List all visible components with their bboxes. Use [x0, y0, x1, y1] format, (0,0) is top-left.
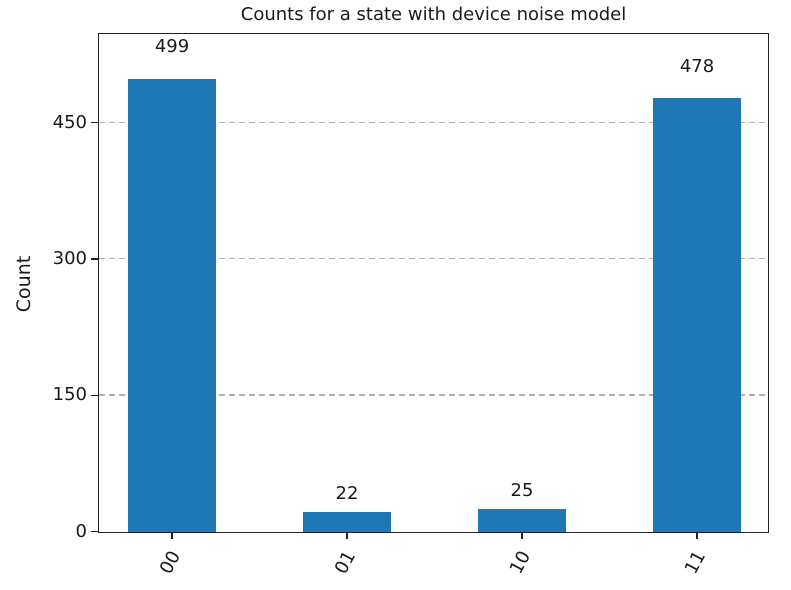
- plot-area: [98, 33, 769, 533]
- bar-11: [652, 97, 741, 532]
- gridline-y-450: [99, 121, 768, 124]
- y-tick-label-450: 450: [52, 111, 87, 133]
- gridline-y-300: [99, 258, 768, 260]
- x-tick-label-text-10: 10: [505, 547, 535, 578]
- bar-value-label-00: 499: [154, 35, 190, 57]
- x-tick-label-11: 11: [663, 543, 727, 583]
- bar-01: [302, 512, 391, 532]
- x-tick-label-text-00: 00: [155, 547, 185, 578]
- bar-value-label-11: 478: [679, 55, 715, 77]
- y-tick-label-0: 0: [75, 520, 87, 542]
- x-tick-label-text-11: 11: [680, 547, 710, 578]
- x-tick-mark-01: [346, 531, 348, 539]
- chart-title: Counts for a state with device noise mod…: [240, 4, 627, 25]
- y-tick-mark-450: [91, 122, 98, 124]
- x-tick-mark-11: [696, 531, 698, 539]
- x-tick-label-text-01: 01: [330, 547, 360, 578]
- y-tick-mark-0: [91, 530, 98, 533]
- x-tick-mark-00: [171, 531, 173, 539]
- bar-value-label-01: 22: [335, 482, 359, 504]
- bar-00: [127, 78, 216, 532]
- bar-value-label-10: 25: [510, 479, 534, 501]
- bar-10: [477, 509, 566, 532]
- y-tick-mark-300: [91, 258, 98, 260]
- y-tick-mark-150: [91, 394, 98, 396]
- x-tick-label-00: 00: [138, 543, 202, 583]
- gridline-y-150: [99, 394, 768, 396]
- x-tick-label-10: 10: [488, 543, 552, 583]
- x-tick-mark-10: [521, 531, 523, 539]
- y-tick-label-300: 300: [52, 248, 87, 270]
- y-tick-label-150: 150: [52, 384, 87, 406]
- x-tick-label-01: 01: [313, 543, 377, 583]
